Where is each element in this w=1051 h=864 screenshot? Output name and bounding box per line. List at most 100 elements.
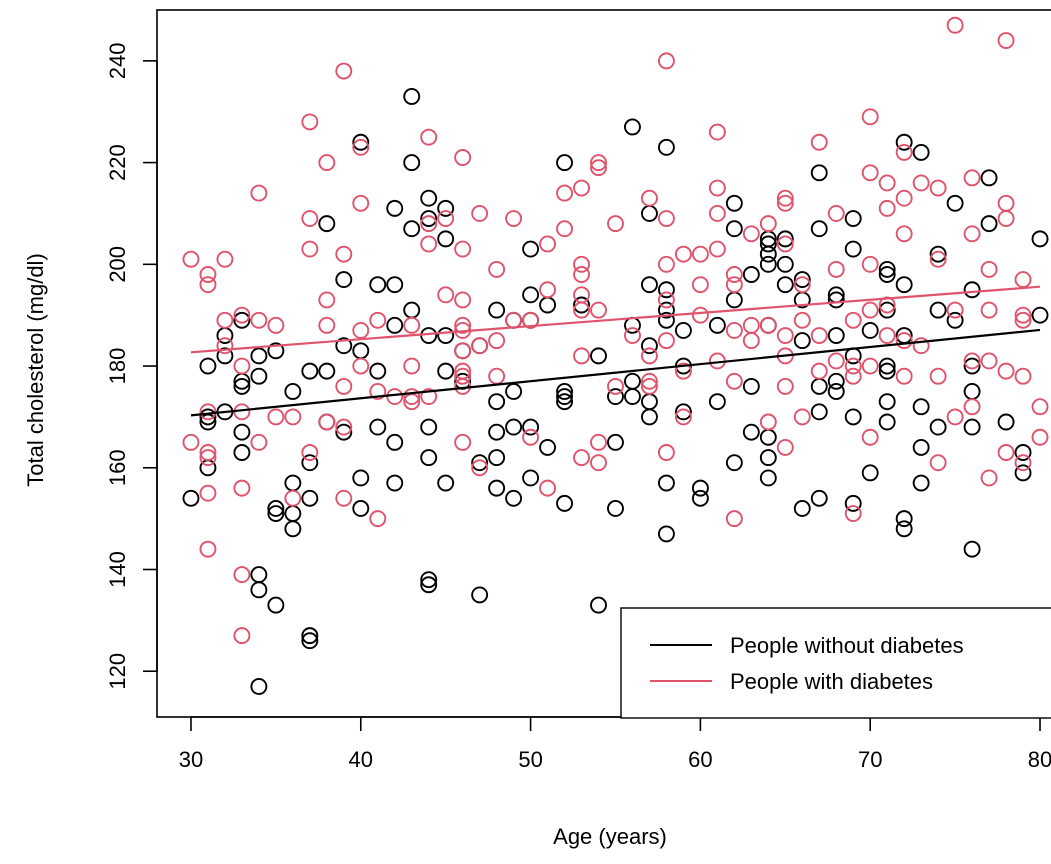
- point-without-diabetes: [895, 510, 913, 528]
- point-with-diabetes: [590, 301, 607, 319]
- point-with-diabetes: [810, 133, 828, 151]
- point-without-diabetes: [878, 266, 896, 283]
- point-with-diabetes: [573, 449, 590, 467]
- point-with-diabetes: [776, 194, 794, 212]
- point-without-diabetes: [878, 301, 896, 319]
- point-with-diabetes: [318, 291, 336, 309]
- point-with-diabetes: [657, 255, 675, 273]
- point-with-diabetes: [335, 245, 353, 263]
- point-without-diabetes: [233, 311, 251, 329]
- point-without-diabetes: [556, 388, 573, 406]
- point-without-diabetes: [844, 408, 862, 426]
- legend-label-with-diabetes: People with diabetes: [730, 669, 933, 694]
- point-with-diabetes: [861, 357, 879, 375]
- point-with-diabetes: [539, 235, 557, 253]
- legend-label-without-diabetes: People without diabetes: [730, 633, 964, 658]
- point-without-diabetes: [267, 505, 285, 522]
- point-without-diabetes: [301, 362, 319, 380]
- point-without-diabetes: [878, 393, 896, 411]
- point-without-diabetes: [250, 581, 268, 599]
- point-with-diabetes: [318, 316, 336, 334]
- point-with-diabetes: [522, 311, 540, 329]
- point-with-diabetes: [233, 306, 251, 324]
- point-without-diabetes: [742, 377, 760, 395]
- point-without-diabetes: [878, 413, 896, 431]
- x-tick-label: 70: [858, 747, 882, 772]
- point-without-diabetes: [250, 347, 268, 365]
- point-with-diabetes: [1014, 454, 1032, 472]
- point-with-diabetes: [878, 174, 896, 192]
- point-without-diabetes: [912, 398, 930, 416]
- point-with-diabetes: [929, 367, 947, 385]
- point-with-diabetes: [963, 169, 981, 187]
- point-with-diabetes: [912, 337, 930, 355]
- point-without-diabetes: [403, 154, 421, 172]
- point-with-diabetes: [403, 316, 421, 334]
- point-without-diabetes: [539, 438, 557, 456]
- point-with-diabetes: [895, 189, 913, 207]
- point-with-diabetes: [776, 438, 794, 456]
- point-without-diabetes: [403, 88, 421, 105]
- point-with-diabetes: [657, 332, 675, 350]
- point-with-diabetes: [1014, 367, 1032, 385]
- point-with-diabetes: [199, 266, 217, 283]
- point-with-diabetes: [997, 362, 1015, 380]
- point-without-diabetes: [624, 388, 641, 406]
- point-without-diabetes: [827, 383, 845, 400]
- point-without-diabetes: [522, 418, 540, 436]
- point-with-diabetes: [861, 108, 879, 126]
- point-with-diabetes: [793, 311, 811, 329]
- point-with-diabetes: [573, 255, 590, 273]
- point-without-diabetes: [437, 362, 455, 380]
- point-with-diabetes: [352, 194, 370, 212]
- point-with-diabetes: [929, 454, 947, 472]
- point-without-diabetes: [708, 316, 726, 334]
- point-with-diabetes: [335, 489, 353, 507]
- point-with-diabetes: [267, 316, 285, 334]
- point-without-diabetes: [929, 418, 947, 436]
- point-with-diabetes: [556, 184, 573, 202]
- point-with-diabetes: [895, 367, 913, 385]
- point-with-diabetes: [590, 454, 607, 472]
- x-tick-label: 60: [688, 747, 712, 772]
- point-without-diabetes: [641, 337, 658, 355]
- y-tick-label: 120: [105, 653, 130, 690]
- point-with-diabetes: [1031, 398, 1049, 416]
- point-with-diabetes: [352, 138, 370, 156]
- point-with-diabetes: [759, 413, 777, 431]
- point-without-diabetes: [759, 245, 777, 263]
- point-without-diabetes: [827, 372, 845, 390]
- point-without-diabetes: [420, 576, 438, 594]
- point-without-diabetes: [250, 678, 268, 695]
- point-with-diabetes: [997, 210, 1015, 227]
- point-without-diabetes: [844, 494, 862, 512]
- point-without-diabetes: [607, 500, 624, 517]
- point-without-diabetes: [471, 586, 489, 604]
- point-without-diabetes: [776, 276, 794, 294]
- point-without-diabetes: [878, 357, 896, 375]
- point-with-diabetes: [844, 311, 862, 329]
- point-without-diabetes: [810, 403, 828, 421]
- point-with-diabetes: [250, 433, 268, 451]
- point-without-diabetes: [369, 418, 387, 436]
- point-with-diabetes: [725, 266, 743, 283]
- point-without-diabetes: [624, 118, 641, 136]
- point-without-diabetes: [250, 367, 268, 385]
- point-without-diabetes: [912, 474, 930, 492]
- point-without-diabetes: [810, 220, 828, 238]
- point-without-diabetes: [657, 525, 675, 543]
- point-without-diabetes: [725, 194, 743, 212]
- point-without-diabetes: [657, 138, 675, 156]
- point-with-diabetes: [691, 245, 709, 263]
- y-tick-label: 140: [105, 551, 130, 588]
- point-with-diabetes: [199, 540, 217, 558]
- point-with-diabetes: [946, 16, 964, 34]
- legend-box: [620, 607, 1051, 719]
- point-with-diabetes: [335, 377, 353, 395]
- point-with-diabetes: [844, 505, 862, 522]
- point-with-diabetes: [573, 179, 590, 197]
- point-without-diabetes: [199, 408, 217, 426]
- point-with-diabetes: [216, 337, 234, 355]
- point-without-diabetes: [793, 332, 811, 350]
- point-without-diabetes: [199, 357, 217, 375]
